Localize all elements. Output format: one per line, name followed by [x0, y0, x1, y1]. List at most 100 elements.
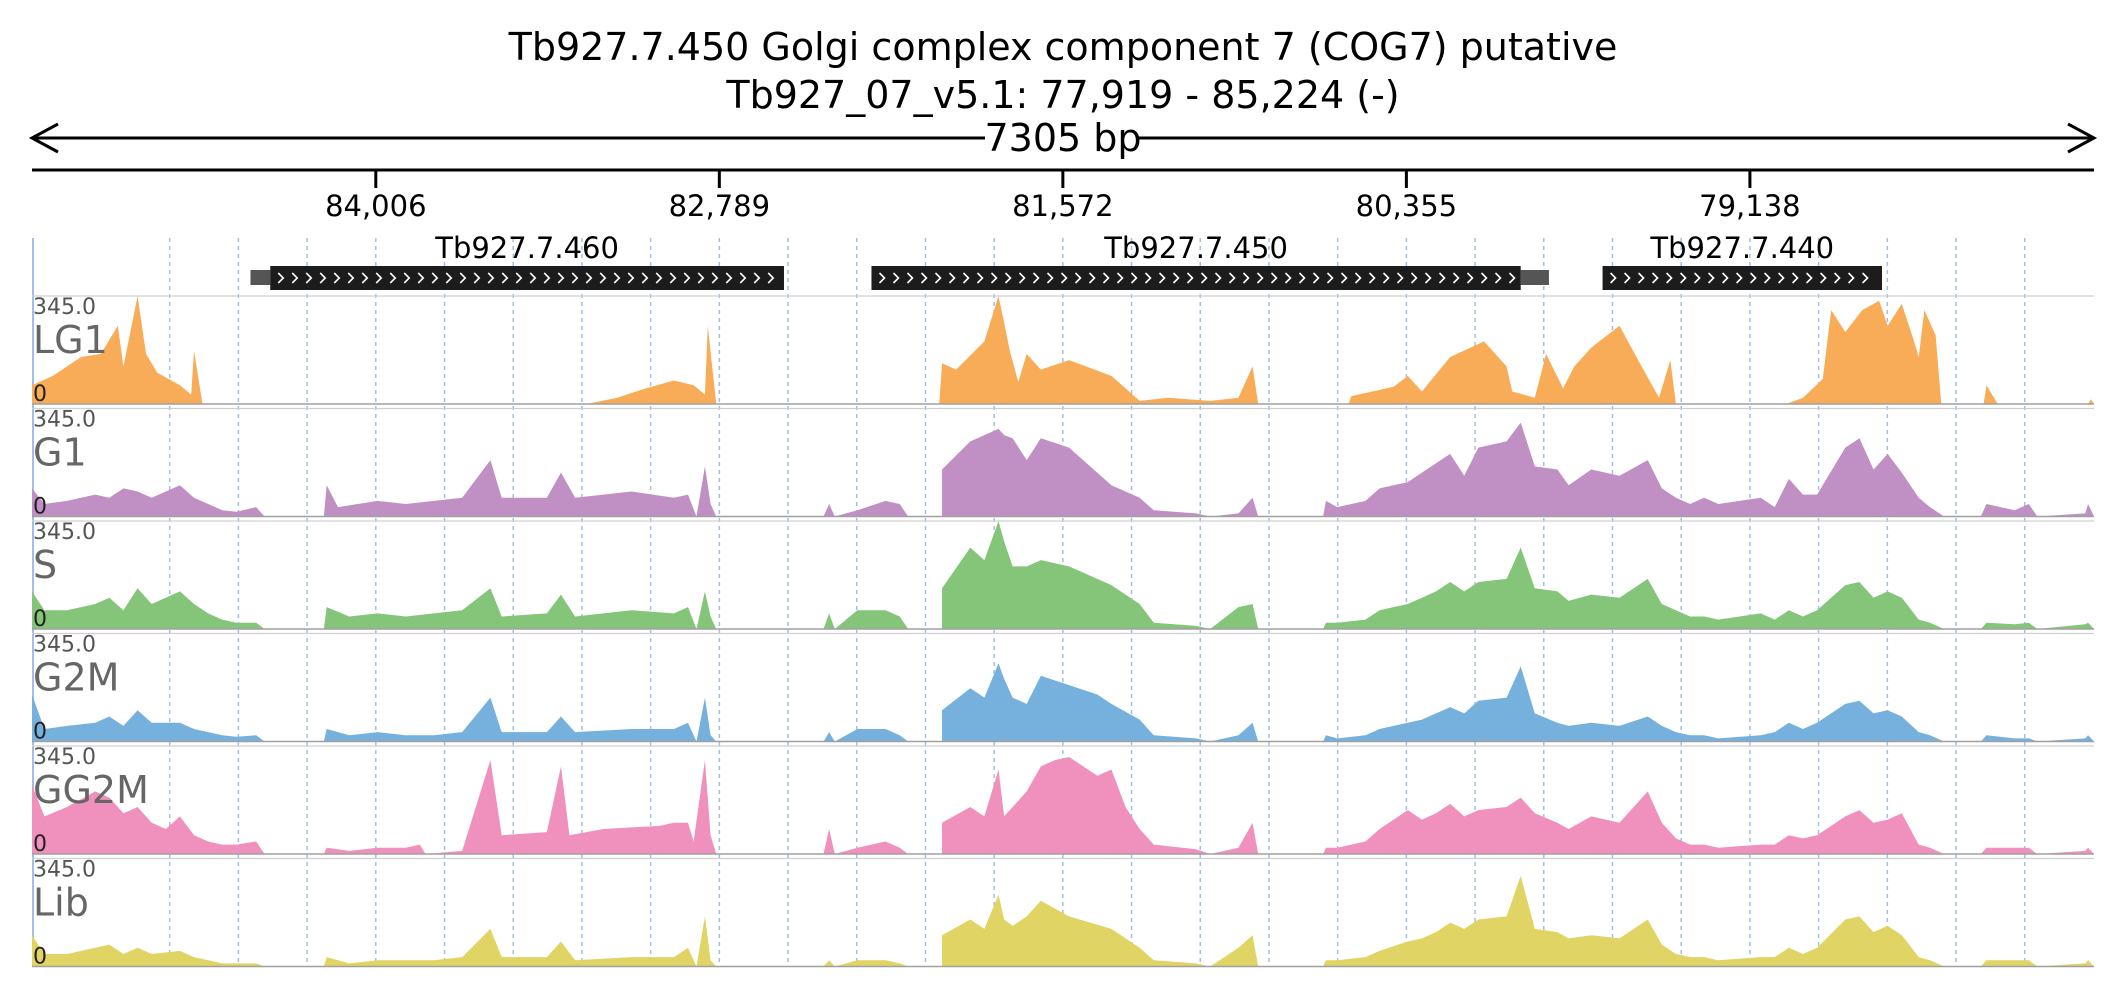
span-arrow-left-icon [28, 122, 59, 154]
strand-arrow-icon [1508, 272, 1516, 284]
strand-arrow-icon [1805, 272, 1813, 284]
strand-arrow-icon [1735, 272, 1743, 284]
strand-arrow-icon [990, 272, 998, 284]
strand-arrow-icon [585, 272, 593, 284]
strand-arrow-icon [1452, 272, 1460, 284]
strand-arrow-icon [878, 272, 886, 284]
strand-arrow-icon [403, 272, 411, 284]
strand-arrow-icon [1186, 272, 1194, 284]
track-name-label: LG1 [33, 318, 108, 362]
strand-arrow-icon [1340, 272, 1348, 284]
strand-arrow-icon [599, 272, 607, 284]
strand-arrow-icon [1651, 272, 1659, 284]
strand-arrow-icon [1396, 272, 1404, 284]
strand-arrow-icon [892, 272, 900, 284]
track-g2m: 345.0 0 G2M [32, 633, 2094, 745]
track-lg1: 345.0 0 LG1 [32, 295, 2094, 407]
strand-arrow-icon [1130, 272, 1138, 284]
track-name-label: G2M [33, 656, 119, 700]
track-zero-label: 0 [33, 382, 47, 407]
strand-arrow-icon [1102, 272, 1110, 284]
strand-arrow-icon [1032, 272, 1040, 284]
strand-arrow-icon [669, 272, 677, 284]
gene-label: Tb927.7.460 [434, 231, 619, 265]
tick-label: 81,572 [1012, 189, 1113, 223]
gene-feature[interactable]: Tb927.7.440 [1602, 231, 1883, 290]
strand-arrow-icon [1046, 272, 1054, 284]
track-zero-label: 0 [33, 720, 47, 745]
coverage-area [32, 521, 2094, 629]
gene-label: Tb927.7.450 [1103, 231, 1288, 265]
strand-arrow-icon [627, 272, 635, 284]
chart-subtitle: Tb927_07_v5.1: 77,919 - 85,224 (-) [725, 73, 1399, 117]
strand-arrow-icon [1158, 272, 1166, 284]
strand-arrow-icon [1284, 272, 1292, 284]
strand-arrow-icon [1707, 272, 1715, 284]
strand-arrow-icon [487, 272, 495, 284]
strand-arrow-icon [333, 272, 341, 284]
strand-arrow-icon [1861, 272, 1869, 284]
strand-arrow-icon [753, 272, 761, 284]
strand-arrow-icon [1480, 272, 1488, 284]
track-max-label: 345.0 [33, 520, 96, 545]
strand-arrow-icon [1382, 272, 1390, 284]
strand-arrow-icon [277, 272, 285, 284]
strand-arrow-icon [1665, 272, 1673, 284]
strand-arrow-icon [1312, 272, 1320, 284]
coverage-area [32, 875, 2094, 967]
strand-arrow-icon [906, 272, 914, 284]
strand-arrow-icon [711, 272, 719, 284]
strand-arrow-icon [641, 272, 649, 284]
gene-cds [871, 266, 1521, 290]
track-max-label: 345.0 [33, 633, 96, 658]
strand-arrow-icon [1637, 272, 1645, 284]
strand-arrow-icon [459, 272, 467, 284]
track-max-label: 345.0 [33, 858, 96, 883]
span-label: 7305 bp [984, 116, 1141, 160]
strand-arrow-icon [1410, 272, 1418, 284]
track-zero-label: 0 [33, 945, 47, 970]
strand-arrow-icon [976, 272, 984, 284]
track-name-label: Lib [33, 881, 89, 925]
gene-feature[interactable]: Tb927.7.460 [250, 231, 784, 290]
gene-utr [1520, 270, 1549, 285]
strand-arrow-icon [529, 272, 537, 284]
track-s: 345.0 0 S [32, 520, 2094, 632]
strand-arrow-icon [305, 272, 313, 284]
strand-arrow-icon [1721, 272, 1729, 284]
strand-arrow-icon [291, 272, 299, 284]
gene-feature[interactable]: Tb927.7.450 [871, 231, 1549, 290]
tick-label: 80,355 [1356, 189, 1457, 223]
track-g1: 345.0 0 G1 [32, 408, 2094, 520]
gene-cds [270, 266, 784, 290]
strand-arrow-icon [1693, 272, 1701, 284]
strand-arrow-icon [1298, 272, 1306, 284]
strand-arrow-icon [1228, 272, 1236, 284]
coverage-tracks: 345.00LG1345.00G1345.00S345.00G2M345.00G… [32, 295, 2094, 970]
strand-arrow-icon [1438, 272, 1446, 284]
strand-arrow-icon [1088, 272, 1096, 284]
strand-arrow-icon [962, 272, 970, 284]
strand-arrow-icon [1609, 272, 1617, 284]
track-name-label: G1 [33, 431, 87, 475]
track-zero-label: 0 [33, 495, 47, 520]
strand-arrow-icon [571, 272, 579, 284]
strand-arrow-icon [1074, 272, 1082, 284]
strand-arrow-icon [683, 272, 691, 284]
strand-arrow-icon [1256, 272, 1264, 284]
gene-label: Tb927.7.440 [1649, 231, 1834, 265]
strand-arrow-icon [920, 272, 928, 284]
strand-arrow-icon [375, 272, 383, 284]
strand-arrow-icon [1623, 272, 1631, 284]
span-arrow-right-icon [2067, 122, 2098, 154]
track-name-label: GG2M [33, 768, 149, 812]
strand-arrow-icon [1791, 272, 1799, 284]
tick-label: 82,789 [669, 189, 770, 223]
strand-arrow-icon [1424, 272, 1432, 284]
strand-arrow-icon [417, 272, 425, 284]
track-max-label: 345.0 [33, 408, 96, 433]
strand-arrow-icon [697, 272, 705, 284]
track-zero-label: 0 [33, 832, 47, 857]
strand-arrow-icon [1004, 272, 1012, 284]
strand-arrow-icon [1200, 272, 1208, 284]
